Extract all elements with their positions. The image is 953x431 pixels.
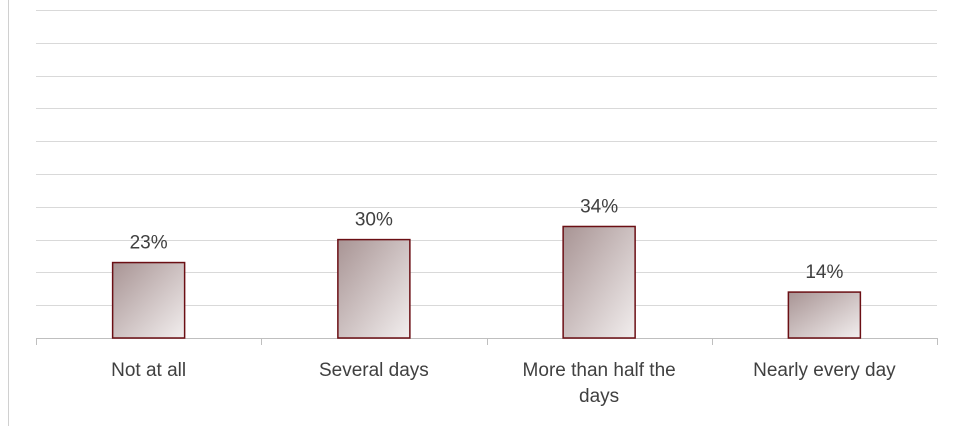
bar bbox=[111, 261, 186, 339]
data-labels: 23% 30% 34% 14% bbox=[130, 196, 844, 283]
category-label: days bbox=[579, 386, 619, 407]
bar bbox=[562, 225, 636, 339]
bar bbox=[337, 238, 411, 339]
bars bbox=[111, 225, 862, 339]
x-axis bbox=[36, 338, 938, 345]
data-label: 34% bbox=[580, 196, 618, 217]
category-label: Not at all bbox=[111, 360, 186, 381]
category-label: More than half the bbox=[523, 360, 676, 381]
data-label: 23% bbox=[130, 233, 168, 254]
gridlines bbox=[36, 10, 937, 306]
category-label: Several days bbox=[319, 360, 429, 381]
data-label: 30% bbox=[355, 210, 393, 231]
data-label: 14% bbox=[805, 262, 843, 283]
bar bbox=[787, 291, 862, 339]
chart-left-border bbox=[8, 0, 9, 426]
category-label: Nearly every day bbox=[753, 360, 896, 381]
category-labels: Not at all Several days More than half the… bbox=[111, 360, 896, 407]
